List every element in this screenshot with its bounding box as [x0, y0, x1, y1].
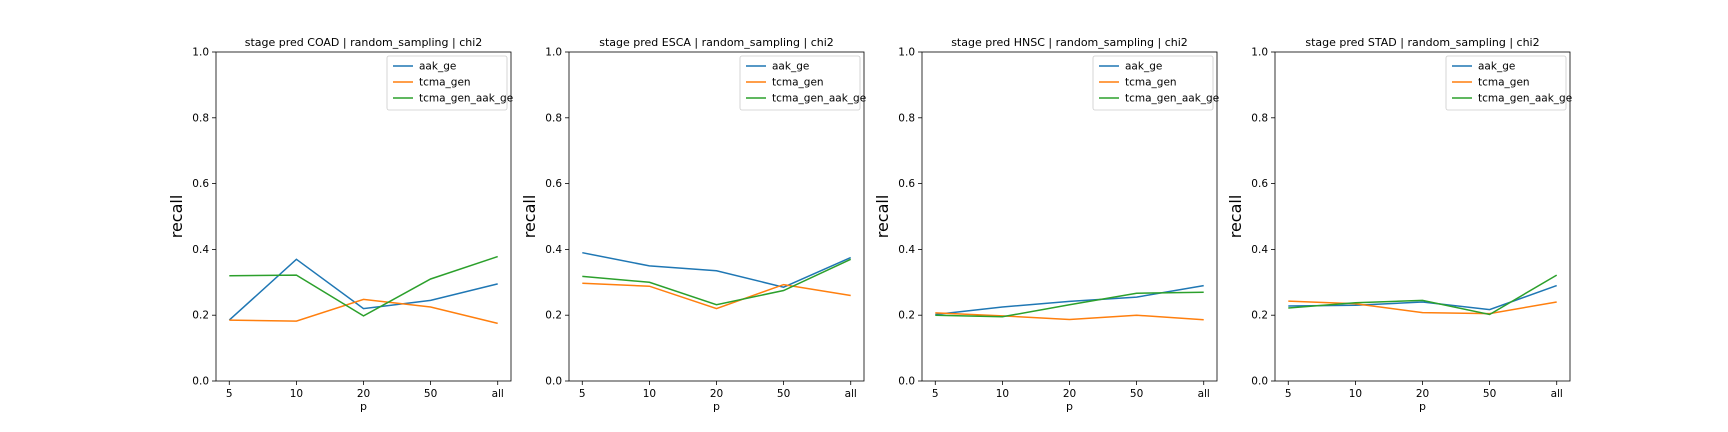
legend-entry: tcma_gen_aak_ge — [1125, 93, 1219, 105]
y-tick-label: 0.2 — [192, 310, 209, 322]
y-tick-label: 0.4 — [1251, 244, 1268, 256]
series-line-tcma-gen-aak-ge — [1288, 274, 1558, 316]
y-tick-label: 0.4 — [545, 244, 562, 256]
series-line-tcma-gen — [935, 312, 1204, 321]
x-tick-label: all — [1198, 388, 1210, 400]
x-tick-label: 10 — [643, 388, 656, 400]
x-tick-label: all — [492, 388, 504, 400]
y-tick-label: 0.6 — [545, 178, 562, 190]
x-tick-label: 20 — [1416, 388, 1429, 400]
x-axis-label: p — [1419, 400, 1426, 413]
y-tick-label: 0.6 — [192, 178, 209, 190]
legend: aak_ge tcma_gen tcma_gen_aak_ge — [739, 55, 866, 111]
x-tick-label: 5 — [579, 388, 586, 400]
legend-entry: aak_ge — [1125, 61, 1162, 73]
x-axis-label: p — [713, 400, 720, 413]
legend: aak_ge tcma_gen tcma_gen_aak_ge — [386, 55, 513, 111]
chart-panel-1: stage pred COAD | random_sampling | chi2… — [167, 36, 513, 413]
chart-title: stage pred HNSC | random_sampling | chi2 — [951, 36, 1188, 49]
x-tick-label: 10 — [1349, 388, 1362, 400]
x-axis-label: p — [360, 400, 367, 413]
x-tick-label: all — [1551, 388, 1563, 400]
x-tick-label: 20 — [1063, 388, 1076, 400]
x-tick-label: 10 — [290, 388, 303, 400]
y-tick-label: 0.2 — [1251, 310, 1268, 322]
chart-title: stage pred ESCA | random_sampling | chi2 — [599, 36, 834, 49]
chart-title: stage pred STAD | random_sampling | chi2 — [1305, 36, 1539, 49]
legend-entry: aak_ge — [772, 61, 809, 73]
series-line-aak-ge — [228, 258, 498, 321]
y-tick-label: 0.0 — [1251, 376, 1268, 388]
series-line-tcma-gen-aak-ge — [229, 255, 498, 317]
y-tick-label: 0.8 — [1251, 112, 1268, 124]
x-tick-label: 50 — [1483, 388, 1496, 400]
legend-entry: tcma_gen — [1125, 77, 1177, 89]
y-tick-label: 1.0 — [898, 47, 915, 59]
legend-entry: tcma_gen — [419, 77, 471, 89]
x-tick-label: 10 — [996, 388, 1009, 400]
y-tick-label: 0.4 — [192, 244, 209, 256]
legend-box — [1445, 55, 1567, 111]
y-tick-label: 0.8 — [192, 112, 209, 124]
legend: aak_ge tcma_gen tcma_gen_aak_ge — [1092, 55, 1219, 111]
chart-panel-3: stage pred HNSC | random_sampling | chi2… — [873, 36, 1219, 413]
y-axis-label: recall — [167, 195, 186, 239]
series-line-tcma-gen-aak-ge — [935, 291, 1204, 318]
chart-title: stage pred COAD | random_sampling | chi2 — [245, 36, 483, 49]
series-line-tcma-gen — [582, 282, 851, 310]
x-tick-label: 20 — [357, 388, 370, 400]
y-tick-label: 0.2 — [545, 310, 562, 322]
series-line-aak-ge — [935, 284, 1204, 316]
y-axis-label: recall — [1226, 195, 1245, 239]
series-line-tcma-gen — [1288, 300, 1557, 315]
x-tick-label: 50 — [1130, 388, 1143, 400]
legend-entry: aak_ge — [419, 61, 456, 73]
y-tick-label: 0.2 — [898, 310, 915, 322]
x-tick-label: 5 — [1285, 388, 1292, 400]
y-tick-label: 0.6 — [898, 178, 915, 190]
legend-entry: tcma_gen_aak_ge — [772, 93, 866, 105]
x-tick-label: 50 — [424, 388, 437, 400]
legend-box — [1092, 55, 1214, 111]
x-axis-label: p — [1066, 400, 1073, 413]
legend: aak_ge tcma_gen tcma_gen_aak_ge — [1445, 55, 1572, 111]
y-axis-label: recall — [873, 195, 892, 239]
legend-box — [739, 55, 861, 111]
y-tick-label: 1.0 — [545, 47, 562, 59]
chart-panel-2: stage pred ESCA | random_sampling | chi2… — [520, 36, 866, 413]
x-tick-label: 20 — [710, 388, 723, 400]
legend-entry: tcma_gen — [772, 77, 824, 89]
x-tick-label: 5 — [932, 388, 939, 400]
legend-entry: tcma_gen_aak_ge — [419, 93, 513, 105]
y-tick-label: 0.4 — [898, 244, 915, 256]
y-tick-label: 0.8 — [898, 112, 915, 124]
series-line-aak-ge — [582, 251, 852, 288]
legend-box — [386, 55, 508, 111]
y-tick-label: 0.0 — [192, 376, 209, 388]
x-tick-label: 5 — [226, 388, 233, 400]
x-tick-label: all — [845, 388, 857, 400]
y-tick-label: 0.0 — [898, 376, 915, 388]
series-line-tcma-gen — [229, 298, 498, 325]
series-line-tcma-gen-aak-ge — [582, 258, 852, 306]
series-line-aak-ge — [1288, 284, 1557, 311]
legend-entry: tcma_gen — [1478, 77, 1530, 89]
y-axis-label: recall — [520, 195, 539, 239]
y-tick-label: 0.0 — [545, 376, 562, 388]
y-tick-label: 1.0 — [1251, 47, 1268, 59]
y-tick-label: 0.8 — [545, 112, 562, 124]
x-tick-label: 50 — [777, 388, 790, 400]
legend-entry: tcma_gen_aak_ge — [1478, 93, 1572, 105]
y-tick-label: 0.6 — [1251, 178, 1268, 190]
chart-panel-4: stage pred STAD | random_sampling | chi2… — [1226, 36, 1572, 413]
y-tick-label: 1.0 — [192, 47, 209, 59]
legend-entry: aak_ge — [1478, 61, 1515, 73]
